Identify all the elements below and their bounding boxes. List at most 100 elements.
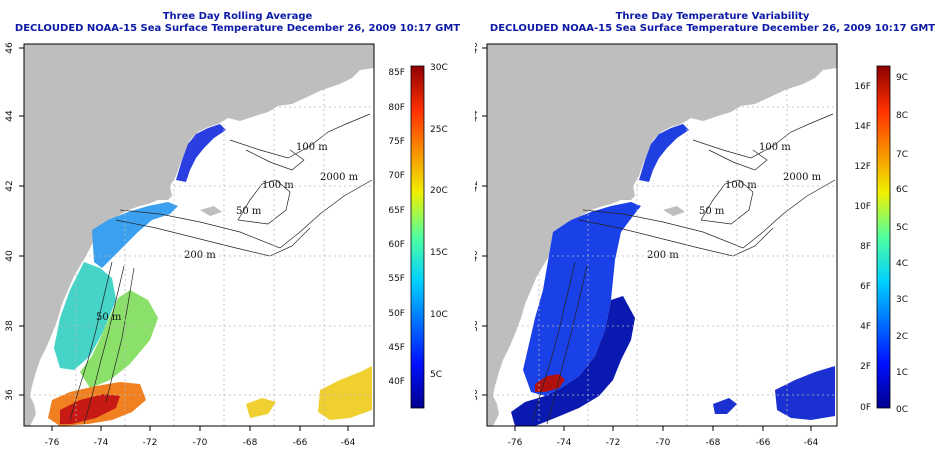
colorbar-label-f: 40F [388, 377, 405, 387]
colorbar-label-f: 2F [860, 362, 871, 372]
sst-band-lower [54, 262, 116, 370]
colorbar-label-c: 15C [430, 248, 448, 258]
contour-label: 100 m [296, 142, 328, 153]
colorbar-fahrenheit: 85F 80F 75F 70F 65F 60F 55F 50F 45F 40F [388, 68, 405, 387]
island [663, 206, 685, 216]
colorbar-label-f: 60F [388, 240, 405, 250]
colorbar-label-c: 25C [430, 125, 448, 135]
colorbar-label-f: 80F [388, 103, 405, 113]
y-tick-label: 36 [5, 389, 15, 401]
sst-band-north [176, 124, 226, 182]
x-tick-label: -64 [804, 438, 819, 448]
colorbar-label-c: 8C [896, 111, 908, 121]
x-tick-label: -64 [341, 438, 356, 448]
colorbar-label-c: 30C [430, 63, 448, 73]
map-grid [487, 44, 837, 426]
contour-label: 50 m [699, 206, 725, 217]
x-tick-label: -66 [293, 438, 308, 448]
colorbar-label-c: 3C [896, 295, 908, 305]
x-tick-label: -66 [756, 438, 771, 448]
x-axis: -76 -74 -72 -70 -68 -66 -64 [45, 426, 356, 448]
colorbar-label-f: 75F [388, 137, 405, 147]
colorbar-label-c: 6C [896, 185, 908, 195]
island [200, 206, 222, 216]
var-band-shelf [523, 202, 641, 396]
y-axis: 36 38 40 42 44 46 [475, 42, 487, 401]
panel-rolling-average: Three Day Rolling Average DECLOUDED NOAA… [5, 11, 461, 448]
x-axis: -76 -74 -72 -70 -68 -66 -64 [508, 426, 819, 448]
colorbar-label-c: 7C [896, 150, 908, 160]
y-tick-label: 40 [475, 250, 480, 262]
y-tick-label: 44 [475, 110, 480, 122]
colorbar-celsius: 30C 25C 20C 15C 10C 5C [430, 63, 448, 380]
colorbar [410, 65, 425, 409]
contour-label: 50 m [236, 206, 262, 217]
colorbar-celsius: 9C 8C 7C 6C 5C 4C 3C 2C 1C 0C [896, 73, 908, 415]
colorbar-label-c: 9C [896, 73, 908, 83]
colorbar-label-c: 1C [896, 368, 908, 378]
map-grid [24, 44, 374, 426]
sst-gulfstream-core [60, 394, 120, 424]
sst-offshore-yellow [318, 366, 372, 420]
colorbar-label-c: 10C [430, 310, 448, 320]
colorbar-label-f: 0F [860, 403, 871, 413]
sst-band-mid [92, 202, 178, 268]
x-tick-label: -70 [193, 438, 208, 448]
var-offshore-blue [775, 366, 835, 420]
panel-title: Three Day Rolling Average [162, 11, 313, 22]
y-tick-label: 46 [5, 42, 15, 54]
colorbar-label-f: 16F [854, 82, 871, 92]
colorbar-label-f: 4F [860, 322, 871, 332]
map-land [24, 44, 374, 426]
panel-subtitle: DECLOUDED NOAA-15 Sea Surface Temperatur… [14, 23, 461, 34]
colorbar-label-f: 50F [388, 309, 405, 319]
colorbar-label-c: 4C [896, 259, 908, 269]
map-frame [23, 43, 375, 427]
colorbar-label-c: 0C [896, 405, 908, 415]
colorbar [876, 65, 891, 409]
colorbar-label-c: 2C [896, 332, 908, 342]
colorbar-label-f: 45F [388, 343, 405, 353]
x-tick-label: -76 [508, 438, 523, 448]
bathymetry-contours [69, 113, 373, 425]
y-axis: 36 38 40 42 44 46 [5, 42, 24, 401]
panel-title: Three Day Temperature Variability [615, 11, 810, 22]
map-land [487, 44, 837, 426]
y-tick-label: 44 [5, 110, 15, 122]
colorbar-label-c: 5C [430, 370, 442, 380]
colorbar-fahrenheit: 16F 14F 12F 10F 8F 6F 4F 2F 0F [854, 82, 871, 413]
x-tick-label: -68 [706, 438, 721, 448]
var-band-north [639, 124, 689, 182]
sst-band-warm [80, 290, 158, 388]
contour-label: 100 m [262, 180, 294, 191]
colorbar-label-c: 20C [430, 186, 448, 196]
bathymetry-contours [532, 113, 836, 425]
colorbar-label-f: 55F [388, 274, 405, 284]
colorbar-label-f: 8F [860, 242, 871, 252]
colorbar-label-c: 5C [896, 223, 908, 233]
panel-temperature-variability: Three Day Temperature Variability DECLOU… [475, 0, 950, 475]
var-offshore-blue [713, 398, 737, 414]
contour-label: 100 m [759, 142, 791, 153]
x-tick-label: -74 [557, 438, 572, 448]
y-tick-label: 46 [475, 42, 480, 54]
y-tick-label: 40 [5, 250, 15, 262]
colorbar-label-f: 14F [854, 122, 871, 132]
map-frame [486, 43, 838, 427]
map-figure: 100 m 100 m 2000 m 50 m 200 m -76 -74 -7… [475, 42, 908, 448]
colorbar-label-f: 10F [854, 202, 871, 212]
panel-subtitle: DECLOUDED NOAA-15 Sea Surface Temperatur… [489, 23, 936, 34]
contour-label: 2000 m [783, 172, 822, 183]
colorbar-label-f: 12F [854, 162, 871, 172]
y-tick-label: 42 [5, 180, 15, 191]
x-tick-label: -74 [94, 438, 109, 448]
colorbar-label-f: 6F [860, 282, 871, 292]
contour-label: 50 m [96, 312, 122, 323]
y-tick-label: 42 [475, 180, 480, 191]
contour-label: 2000 m [320, 172, 359, 183]
y-tick-label: 36 [475, 389, 480, 401]
y-tick-label: 38 [475, 320, 480, 332]
var-band-offshore [511, 296, 635, 426]
x-tick-label: -70 [656, 438, 671, 448]
y-tick-label: 38 [5, 320, 15, 332]
